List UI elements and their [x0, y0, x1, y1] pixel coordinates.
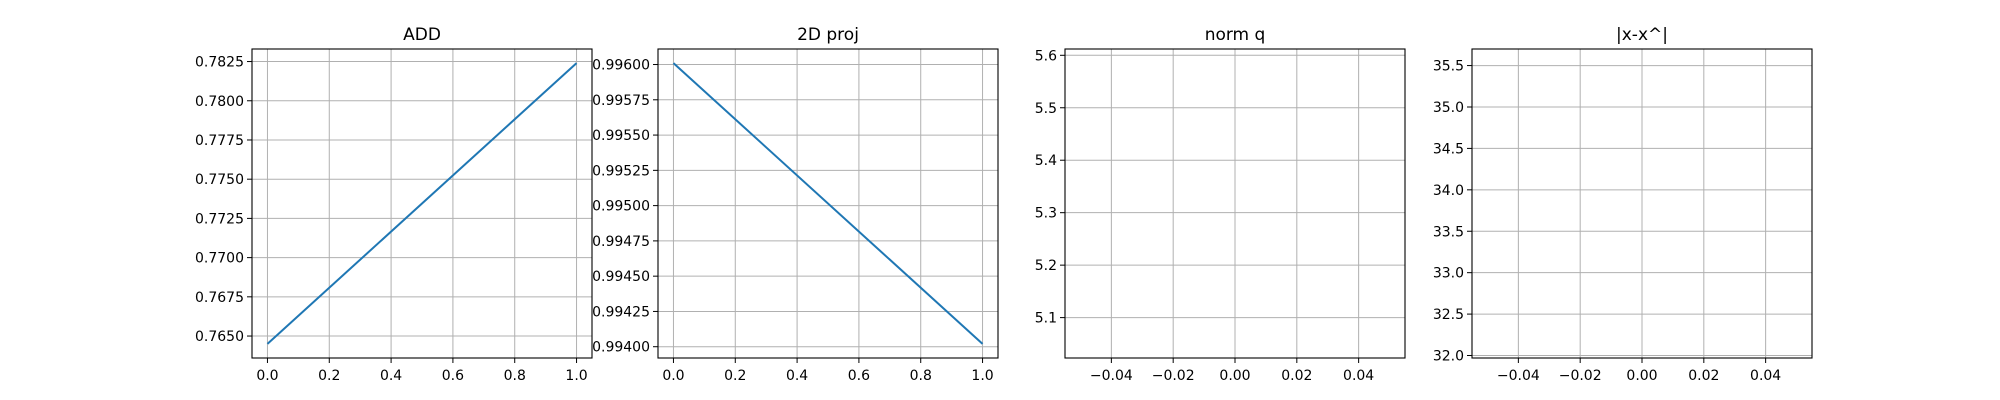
axes-frame	[1471, 48, 1813, 359]
y-tick-label: 5.1	[1035, 311, 1057, 327]
y-tick-label: 5.6	[1035, 48, 1057, 64]
subplot-3: −0.04 −0.02 0.00 0.02 0.04 5.1 5.2 5.3 5.4 5.5 5.6…	[1035, 25, 1406, 384]
y-tick-label: 35.5	[1433, 59, 1464, 75]
x-tick-label: 0.0	[256, 368, 278, 384]
y-tick-label: 0.7775	[195, 133, 244, 149]
y-tick-label: 33.5	[1433, 224, 1464, 240]
y-tick-label: 0.7650	[195, 329, 244, 345]
x-tick-label: 0.02	[1688, 368, 1719, 384]
x-tick-label: 0.0	[662, 368, 684, 384]
x-tick-label: 0.04	[1750, 368, 1781, 384]
x-tick-label: −0.04	[1090, 368, 1133, 384]
x-tick-label: 1.0	[565, 368, 587, 384]
y-tick-label: 34.5	[1433, 141, 1464, 157]
x-tick-label: 0.00	[1626, 368, 1657, 384]
x-tick-label: 0.04	[1343, 368, 1374, 384]
x-tick-label: 0.2	[724, 368, 746, 384]
x-tick-label: 0.6	[442, 368, 464, 384]
axes-frame	[657, 48, 999, 359]
y-tick-label: 0.7825	[195, 55, 244, 71]
y-tick-label: 0.7725	[195, 211, 244, 227]
chart-title: norm q	[1205, 25, 1266, 45]
subplot-1: 0.0 0.2 0.4 0.6 0.8 1.0 0.7650 0.7675 0.7700 0.77…	[195, 25, 593, 384]
y-tick-label: 0.7675	[195, 290, 244, 306]
y-tick-label: 0.7700	[195, 251, 244, 267]
y-tick-label: 0.99575	[592, 93, 650, 109]
y-tick-label: 5.3	[1035, 206, 1057, 222]
y-tick-label: 5.5	[1035, 101, 1057, 117]
y-tick-label: 5.2	[1035, 258, 1057, 274]
x-tick-label: −0.04	[1497, 368, 1540, 384]
x-tick-label: 0.2	[318, 368, 340, 384]
y-tick-label: 0.99525	[592, 163, 650, 179]
x-tick-label: 0.8	[504, 368, 526, 384]
axes-frame	[1064, 48, 1406, 359]
y-tick-label: 35.0	[1433, 100, 1464, 116]
x-tick-label: 0.4	[380, 368, 402, 384]
series-line-1	[266, 62, 578, 345]
y-tick-label: 5.4	[1035, 153, 1057, 169]
y-tick-label: 0.99550	[592, 128, 650, 144]
x-tick-label: −0.02	[1559, 368, 1602, 384]
y-tick-label: 0.99475	[592, 234, 650, 250]
x-tick-label: 0.8	[910, 368, 932, 384]
y-tick-label: 0.99425	[592, 304, 650, 320]
y-tick-label: 33.0	[1433, 266, 1464, 282]
y-tick-label: 34.0	[1433, 183, 1464, 199]
x-tick-label: 0.4	[786, 368, 808, 384]
subplot-4: −0.04 −0.02 0.00 0.02 0.04 32.0 32.5 33.0 33.5 34…	[1433, 25, 1813, 384]
y-tick-label: 0.99600	[592, 58, 650, 74]
subplot-2: 0.0 0.2 0.4 0.6 0.8 1.0 0.99400 0.99425 0.99450 0…	[592, 25, 999, 384]
y-tick-label: 0.7800	[195, 94, 244, 110]
y-tick-label: 0.7750	[195, 172, 244, 188]
axes-frame	[251, 48, 593, 359]
y-tick-label: 0.99450	[592, 269, 650, 285]
chart-title: 2D proj	[797, 25, 859, 45]
x-tick-label: 0.02	[1281, 368, 1312, 384]
y-tick-label: 0.99500	[592, 199, 650, 215]
series-line-1	[672, 62, 984, 345]
y-tick-label: 0.99400	[592, 340, 650, 356]
x-tick-label: −0.02	[1152, 368, 1195, 384]
chart-title: |x-x^|	[1616, 25, 1668, 45]
y-tick-label: 32.0	[1433, 349, 1464, 365]
x-tick-label: 1.0	[971, 368, 993, 384]
chart-title: ADD	[403, 25, 441, 45]
x-tick-label: 0.00	[1219, 368, 1250, 384]
y-tick-label: 32.5	[1433, 307, 1464, 323]
x-tick-label: 0.6	[848, 368, 870, 384]
